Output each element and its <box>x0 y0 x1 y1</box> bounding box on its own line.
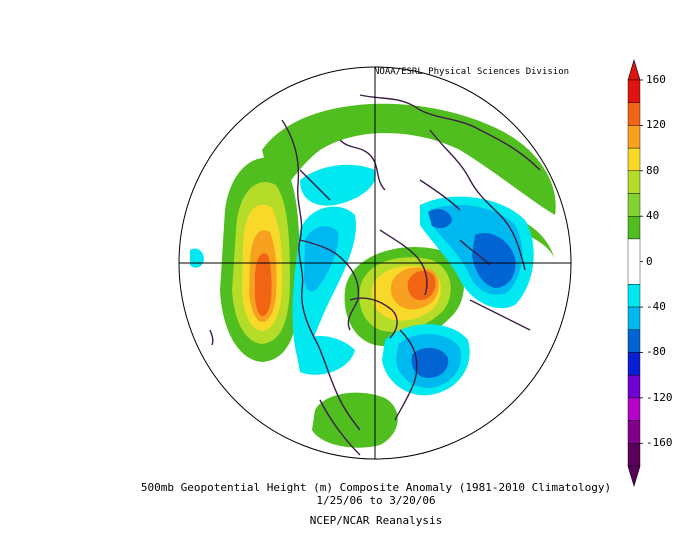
map-title: 500mb Geopotential Height (m) Composite … <box>140 481 612 494</box>
anomaly-negative-east-core <box>472 232 516 288</box>
date-range: 1/25/06 to 3/20/06 <box>316 494 436 507</box>
colorbar-tick-label: -160 <box>646 436 673 450</box>
colorbar-tick-label: 40 <box>646 209 660 223</box>
anomaly-negative-southwest <box>295 335 355 375</box>
anomaly-negative-southeast-core <box>411 347 449 378</box>
colorbar-tick-label: 160 <box>646 73 666 86</box>
colorbar <box>627 58 643 488</box>
anomaly-fields <box>190 94 556 456</box>
colorbar-tick-label: -120 <box>646 390 673 404</box>
map-disk-outline <box>178 66 572 460</box>
anomaly-positive-central-core <box>407 270 436 300</box>
colorbar-bin-7 <box>627 238 641 285</box>
colorbar-tick-label: 120 <box>646 118 666 132</box>
anomaly-positive-west-lobe-core <box>255 253 272 316</box>
coastlines <box>209 94 541 456</box>
colorbar-tick-label: 80 <box>646 163 660 177</box>
colorbar-bin-4 <box>627 170 641 194</box>
anomaly-negative-southwest-small <box>190 248 204 268</box>
anomaly-negative-east-small <box>428 209 452 228</box>
credit-label: NOAA/ESRL Physical Sciences Division <box>374 67 570 77</box>
colorbar-bin-10 <box>627 329 641 353</box>
colorbar-bin-0 <box>627 79 641 103</box>
colorbar-tick-label: -40 <box>646 300 666 314</box>
anomaly-negative-north <box>300 164 376 206</box>
colorbar-bin-11 <box>627 352 641 376</box>
colorbar-bin-5 <box>627 193 641 217</box>
colorbar-bin-13 <box>627 397 641 421</box>
anomaly-positive-south-lobe <box>312 392 398 448</box>
colorbar-bin-14 <box>627 420 641 444</box>
anomaly-negative-west-blue <box>304 226 339 292</box>
colorbar-top-arrow <box>627 58 641 81</box>
colorbar-bin-6 <box>627 216 641 240</box>
data-source: NCEP/NCAR Reanalysis <box>309 514 443 527</box>
colorbar-bin-1 <box>627 102 641 126</box>
colorbar-tick-label: -80 <box>646 345 666 359</box>
colorbar-bin-2 <box>627 125 641 149</box>
colorbar-bin-3 <box>627 147 641 172</box>
anomaly-positive-north-ring <box>262 103 556 215</box>
colorbar-bin-8 <box>627 284 641 308</box>
colorbar-bin-12 <box>627 374 641 399</box>
colorbar-bin-15 <box>627 443 641 467</box>
colorbar-bin-9 <box>627 306 641 330</box>
colorbar-tick-label: 0 <box>646 254 653 268</box>
